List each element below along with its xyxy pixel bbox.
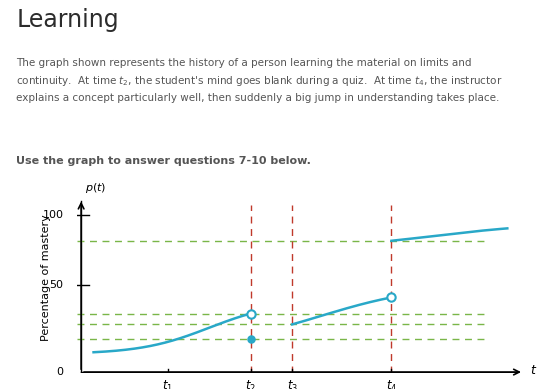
Text: $p(t)$: $p(t)$: [85, 180, 107, 194]
Text: $t$: $t$: [530, 364, 537, 377]
Text: $t_3$: $t_3$: [287, 379, 298, 389]
Text: $t_1$: $t_1$: [162, 379, 174, 389]
Text: 100: 100: [42, 210, 63, 220]
Text: Learning: Learning: [16, 8, 119, 32]
Text: 0: 0: [56, 367, 63, 377]
Text: Percentage of mastery: Percentage of mastery: [41, 214, 51, 341]
Text: The graph shown represents the history of a person learning the material on limi: The graph shown represents the history o…: [16, 58, 503, 103]
Text: Use the graph to answer questions 7-10 below.: Use the graph to answer questions 7-10 b…: [16, 156, 311, 166]
Text: $t_4$: $t_4$: [386, 379, 397, 389]
Text: $t_2$: $t_2$: [245, 379, 256, 389]
Text: 50: 50: [50, 280, 63, 290]
